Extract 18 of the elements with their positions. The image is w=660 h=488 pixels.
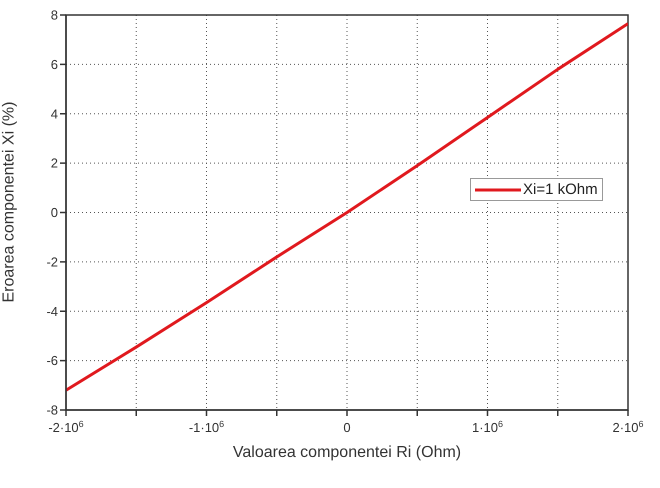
x-tick-label: -1·10$^{6}$ xyxy=(188,419,224,435)
y-tick-label: 6 xyxy=(50,56,58,72)
y-tick-label: 2 xyxy=(50,156,58,171)
y-tick-label: 8 xyxy=(50,8,58,23)
y-tick-label: 4 xyxy=(50,106,58,122)
line-series xyxy=(66,22,628,392)
x-tick-label: 1·10$^{6}$ xyxy=(472,419,504,435)
x-tick-label: 2·10$^{6}$ xyxy=(612,419,644,435)
y-axis-title: Eroarea componentei Xi (%) xyxy=(0,102,18,302)
legend-label: Xi=1 kOhm xyxy=(523,181,598,198)
x-tick-label: -2·10$^{6}$ xyxy=(48,419,84,435)
y-tick-label: 0 xyxy=(50,205,58,220)
x-tick-label: 0 xyxy=(343,420,351,435)
y-tick-label: -8 xyxy=(46,402,58,418)
x-axis-title: Valoarea componentei Ri (Ohm) xyxy=(232,444,462,461)
y-tick-label: -4 xyxy=(46,304,58,319)
y-tick-label: -6 xyxy=(46,353,58,368)
y-tick-label: -2 xyxy=(46,254,58,270)
